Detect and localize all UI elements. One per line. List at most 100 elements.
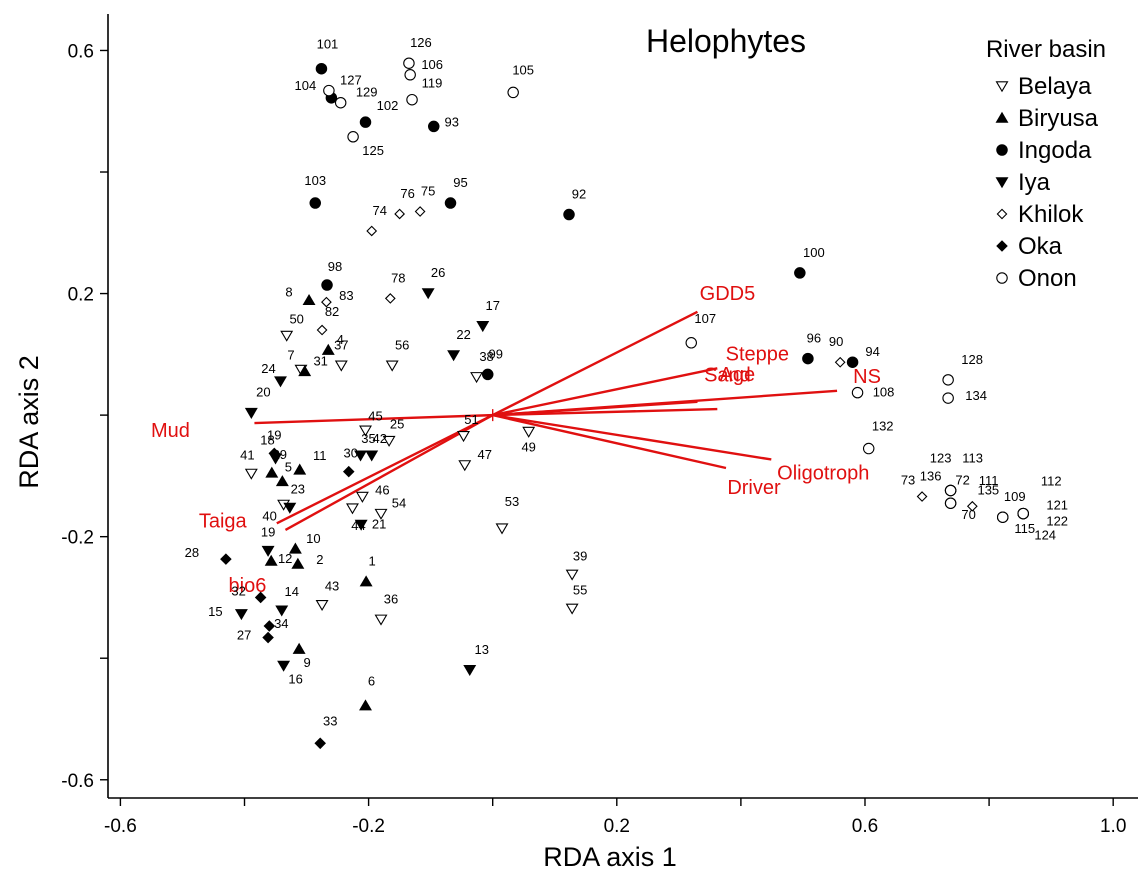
point-khilok-83 [321,296,332,308]
vector-bio6-arrow [284,414,494,532]
point-label-47: 47 [478,447,492,462]
point-label-36: 36 [384,591,398,606]
point-belaya-46 [355,491,369,503]
point-label-132: 132 [872,419,894,434]
y-tick-label: -0.6 [61,771,94,792]
point-khilok-76 [394,208,406,220]
point-iya-35 [354,450,367,462]
point-belaya-25 [382,435,396,447]
point-iya-24 [274,376,287,388]
y-tick-label: 0.6 [68,41,94,62]
point-khilok-135 [966,500,978,512]
point-belaya-37 [334,360,348,372]
point-label-112: 112 [1041,474,1062,489]
point-label-50: 50 [289,312,303,327]
point-ingoda-92 [563,208,575,221]
point-ingoda-93 [428,120,440,133]
point-label-53: 53 [505,494,519,509]
point-label-128: 128 [961,352,983,367]
point-label-40: 40 [262,508,276,523]
legend-label-ingoda: Ingoda [1018,137,1092,164]
point-biryusa-4 [321,343,335,355]
vector-taiga-label: Taiga [199,510,248,532]
point-ingoda-99 [481,368,494,381]
legend-marker-iya [995,177,1009,189]
point-label-70: 70 [961,507,975,522]
vector-sand-label: Sand [704,365,751,387]
point-label-43: 43 [325,579,339,594]
point-oka-27 [262,631,274,644]
point-onon-136 [944,484,957,497]
vector-age-arrow [492,407,718,417]
point-label-124: 124 [1034,528,1056,543]
point-label-126: 126 [410,35,432,50]
point-label-19: 19 [267,427,281,442]
point-biryusa-12 [264,554,278,566]
point-label-21: 21 [372,517,386,532]
point-oka-32 [254,591,267,604]
legend-label-biryusa: Biryusa [1018,105,1099,132]
point-label-109: 109 [1004,489,1026,504]
legend-marker-ingoda [996,144,1008,156]
point-label-2: 2 [316,552,323,567]
point-label-113: 113 [962,450,983,465]
point-label-125: 125 [362,143,384,158]
point-iya-23 [283,502,297,514]
point-onon-115 [996,511,1009,523]
point-label-100: 100 [803,245,825,260]
legend-label-khilok: Khilok [1018,201,1084,228]
point-label-35: 35 [361,431,375,446]
point-belaya-54 [374,508,388,520]
point-onon-127 [323,84,335,97]
point-label-72: 72 [955,472,969,487]
point-ingoda-98 [321,279,333,291]
legend-label-oka: Oka [1018,233,1063,260]
point-label-99: 99 [489,346,503,361]
chart-title: Helophytes [646,23,806,59]
vector-ns-arrow [492,389,838,417]
point-label-16: 16 [288,672,302,687]
point-belaya-53 [495,523,509,535]
point-biryusa-2 [291,557,305,569]
point-label-78: 78 [391,270,405,285]
point-biryusa-8 [302,293,316,306]
point-khilok-73 [916,491,928,502]
point-belaya-50 [280,330,294,342]
point-label-10: 10 [306,531,320,546]
point-onon-70 [944,497,957,509]
point-label-6: 6 [368,674,375,689]
point-belaya-36 [374,614,388,626]
point-label-129: 129 [356,85,378,100]
legend-marker-khilok [996,208,1008,220]
point-label-119: 119 [422,76,443,91]
point-onon-108 [851,386,864,399]
point-label-111: 111 [979,473,999,488]
point-label-12: 12 [278,551,292,566]
legend-label-belaya: Belaya [1018,73,1092,100]
point-belaya-45 [359,425,372,437]
point-label-5: 5 [285,459,292,474]
point-label-96: 96 [807,331,821,346]
point-belaya-47 [458,460,472,472]
point-khilok-90 [834,356,846,368]
legend-label-onon: Onon [1018,265,1077,292]
point-label-73: 73 [901,473,915,488]
x-tick-label: 0.2 [604,816,630,837]
x-tick-label: 0.6 [852,816,878,837]
point-label-41: 41 [240,447,254,462]
point-label-101: 101 [317,37,339,52]
point-ingoda-100 [794,267,806,279]
point-label-90: 90 [829,334,843,349]
point-label-135: 135 [977,482,999,497]
point-biryusa-29 [265,466,279,478]
point-khilok-75 [414,206,426,217]
point-label-49: 49 [521,440,535,455]
x-axis-title: RDA axis 1 [543,842,677,872]
point-onon-105 [507,86,519,99]
point-onon-106 [404,69,416,81]
point-ingoda-96 [802,352,814,365]
point-ingoda-94 [846,356,859,368]
point-label-37: 37 [334,337,348,352]
vector-bio6-label: bio6 [229,575,267,597]
point-label-98: 98 [328,259,342,274]
